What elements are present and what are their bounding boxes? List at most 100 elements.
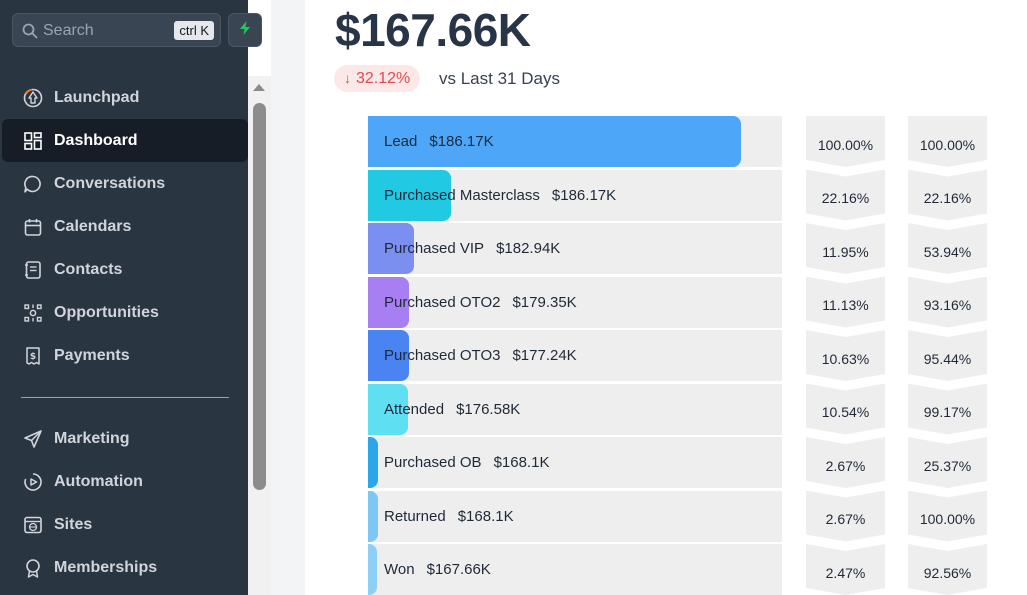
dashboard-icon bbox=[23, 131, 43, 151]
conversion-step-column: 100.00% 22.16% 53.94% 93.16% 95.44% 99.17% 25.… bbox=[908, 116, 987, 595]
funnel-bar bbox=[368, 544, 377, 595]
send-icon bbox=[23, 429, 43, 449]
sidebar-item-label: Dashboard bbox=[54, 131, 138, 149]
funnel-stage-amount: $176.58K bbox=[456, 400, 521, 418]
conversion-step-cell: 100.00% bbox=[908, 491, 987, 542]
change-badge: ↓ 32.12% bbox=[334, 65, 421, 92]
funnel-stage-name: Lead bbox=[384, 133, 418, 150]
funnel-bar bbox=[368, 276, 409, 328]
conversion-total-cell: 10.63% bbox=[806, 330, 885, 381]
funnel-label: Purchased OTO2 $179.35K bbox=[384, 277, 577, 328]
sidebar-item-opportunities[interactable]: Opportunities bbox=[0, 291, 248, 334]
funnel-row[interactable]: Purchased Masterclass $186.17K bbox=[368, 169, 782, 221]
sidebar-item-sites[interactable]: Sites bbox=[0, 503, 248, 546]
funnel-row[interactable]: Purchased OTO3 $177.24K bbox=[368, 330, 782, 381]
funnel-row[interactable]: Purchased VIP $182.94K bbox=[368, 223, 782, 274]
conversion-total-cell: 11.95% bbox=[806, 223, 885, 274]
sidebar-item-label: Launchpad bbox=[54, 88, 140, 106]
conversion-total-cell: 11.13% bbox=[806, 277, 885, 328]
sidebar-item-automation[interactable]: Automation bbox=[0, 460, 248, 503]
change-percent: 32.12% bbox=[356, 70, 411, 87]
funnel-label: Returned $168.1K bbox=[384, 491, 514, 542]
search-input[interactable]: Search ctrl K bbox=[12, 13, 221, 47]
payments-icon: $ bbox=[23, 346, 43, 366]
conversion-total-cell: 100.00% bbox=[806, 116, 885, 167]
chat-icon bbox=[23, 174, 43, 194]
search-shortcut-badge: ctrl K bbox=[174, 21, 214, 40]
sidebar-item-contacts[interactable]: Contacts bbox=[0, 248, 248, 291]
scrollbar-thumb[interactable] bbox=[253, 103, 266, 490]
funnel-bar bbox=[368, 223, 414, 274]
funnel-row[interactable]: Purchased OB $168.1K bbox=[368, 437, 782, 488]
badge-icon bbox=[23, 558, 43, 578]
content-gutter bbox=[271, 0, 305, 595]
funnel-stage-name: Returned bbox=[384, 507, 446, 525]
conversion-step-cell: 99.17% bbox=[908, 384, 987, 435]
sidebar-item-label: Payments bbox=[54, 346, 130, 364]
funnel-label: Purchased OTO3 $177.24K bbox=[384, 330, 577, 381]
funnel-stage-amount: $177.24K bbox=[512, 347, 577, 364]
sidebar-nav: Launchpad Dashboard Conversations Calend… bbox=[0, 76, 248, 589]
funnel-stage-name: Won bbox=[384, 561, 415, 578]
sidebar-item-label: Automation bbox=[54, 472, 143, 490]
funnel-label: Purchased Masterclass $186.17K bbox=[384, 170, 616, 221]
sidebar-item-label: Conversations bbox=[54, 174, 166, 192]
funnel-row[interactable]: Attended $176.58K bbox=[368, 383, 782, 435]
conversion-total-column: 100.00% 22.16% 11.95% 11.13% 10.63% 10.54% 2.6… bbox=[806, 116, 885, 595]
funnel-stage-amount: $186.17K bbox=[551, 186, 617, 204]
conversion-total-cell: 2.47% bbox=[806, 544, 885, 595]
funnel-bar bbox=[368, 169, 451, 221]
scroll-up-arrow-icon[interactable] bbox=[253, 84, 265, 91]
funnel-chart: Lead $186.17K Purchased Masterclass $186.17… bbox=[368, 116, 782, 595]
total-value: $167.66K bbox=[335, 4, 531, 56]
funnel-label: Attended $176.58K bbox=[384, 384, 520, 435]
sidebar-item-label: Calendars bbox=[54, 217, 132, 235]
conversion-total-cell: 10.54% bbox=[806, 384, 885, 435]
sidebar-item-label: Sites bbox=[54, 515, 93, 533]
conversion-step-cell: 92.56% bbox=[908, 544, 987, 595]
sidebar-divider bbox=[21, 397, 229, 398]
funnel-row[interactable]: Lead $186.17K bbox=[368, 116, 782, 167]
sidebar-item-payments[interactable]: $ Payments bbox=[0, 334, 248, 377]
sidebar-item-label: Memberships bbox=[54, 558, 158, 576]
funnel-bar bbox=[368, 116, 741, 167]
funnel-bar bbox=[368, 383, 408, 435]
funnel-row[interactable]: Returned $168.1K bbox=[368, 490, 782, 542]
funnel-stage-amount: $168.1K bbox=[493, 454, 550, 471]
sidebar: Search ctrl K Launchpad Dashboard Conver… bbox=[0, 0, 248, 595]
sidebar-item-calendars[interactable]: Calendars bbox=[0, 205, 248, 248]
sidebar-item-label: Opportunities bbox=[54, 303, 159, 321]
conversion-step-cell: 53.94% bbox=[908, 223, 987, 274]
funnel-stage-name: Purchased Masterclass bbox=[384, 186, 540, 204]
funnel-row[interactable]: Purchased OTO2 $179.35K bbox=[368, 276, 782, 328]
bolt-icon bbox=[237, 20, 253, 41]
sidebar-item-label: Marketing bbox=[54, 429, 130, 447]
funnel-stage-amount: $167.66K bbox=[426, 561, 491, 578]
contacts-icon bbox=[23, 260, 43, 280]
funnel-bar bbox=[368, 330, 409, 381]
conversion-step-cell: 25.37% bbox=[908, 437, 987, 488]
funnel-label: Won $167.66K bbox=[384, 544, 491, 595]
conversion-total-cell: 22.16% bbox=[806, 170, 885, 221]
funnel-stage-name: Purchased VIP bbox=[384, 240, 485, 257]
calendar-icon bbox=[23, 217, 43, 237]
sidebar-item-launchpad[interactable]: Launchpad bbox=[0, 76, 248, 119]
funnel-stage-name: Purchased OTO3 bbox=[384, 347, 501, 364]
funnel-stage-name: Purchased OTO2 bbox=[384, 293, 501, 311]
comparison-label: vs Last 31 Days bbox=[439, 69, 560, 88]
sidebar-item-conversations[interactable]: Conversations bbox=[0, 162, 248, 205]
funnel-label: Lead $186.17K bbox=[384, 116, 494, 167]
opportunities-icon bbox=[23, 303, 43, 323]
sidebar-item-memberships[interactable]: Memberships bbox=[0, 546, 248, 589]
funnel-stage-amount: $179.35K bbox=[512, 293, 577, 311]
quick-action-button[interactable] bbox=[228, 13, 262, 47]
sidebar-item-marketing[interactable]: Marketing bbox=[0, 417, 248, 460]
launchpad-icon bbox=[23, 88, 43, 108]
funnel-stage-amount: $168.1K bbox=[457, 507, 514, 525]
funnel-stage-amount: $186.17K bbox=[429, 133, 494, 150]
funnel-row[interactable]: Won $167.66K bbox=[368, 544, 782, 595]
arrow-down-icon: ↓ bbox=[344, 70, 351, 86]
funnel-label: Purchased OB $168.1K bbox=[384, 437, 549, 488]
sidebar-item-dashboard[interactable]: Dashboard bbox=[2, 119, 248, 162]
svg-text:$: $ bbox=[30, 352, 36, 362]
